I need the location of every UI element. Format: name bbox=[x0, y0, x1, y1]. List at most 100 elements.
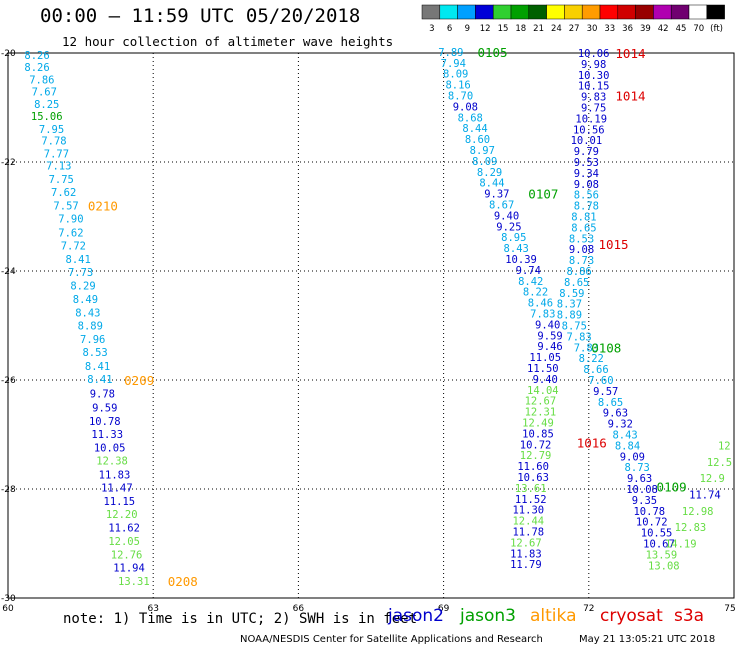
wave-height-point: 9.35 bbox=[632, 495, 657, 507]
color-label-1: 6 bbox=[447, 24, 452, 34]
wave-height-point: 8.42 bbox=[518, 276, 543, 288]
color-label-11: 36 bbox=[622, 24, 633, 34]
wave-height-point: 7.95 bbox=[39, 124, 64, 136]
wave-height-point: 9.09 bbox=[620, 451, 645, 463]
color-swatch-11 bbox=[617, 4, 636, 20]
wave-height-point: 14.04 bbox=[527, 385, 559, 397]
wave-height-point: 11.05 bbox=[529, 352, 561, 364]
y-tick-label: -26 bbox=[1, 376, 16, 386]
wave-height-point: 8.89 bbox=[78, 321, 103, 333]
wave-height-point: 12.9 bbox=[700, 473, 725, 485]
x-tick-label: 60 bbox=[2, 604, 14, 614]
wave-height-point: 8.29 bbox=[477, 167, 502, 179]
plot-border bbox=[7, 52, 735, 599]
wave-height-point: 10.19 bbox=[575, 113, 607, 125]
wave-height-point: 7.96 bbox=[80, 334, 105, 346]
wave-height-point: 9.75 bbox=[581, 103, 606, 115]
wave-height-point: 8.78 bbox=[574, 201, 599, 213]
color-swatch-14 bbox=[670, 4, 690, 20]
y-tick-label: -24 bbox=[1, 267, 16, 277]
wave-height-point: 8.53 bbox=[569, 233, 594, 245]
wave-height-point: 11.79 bbox=[510, 559, 542, 571]
wave-height-point: 8.68 bbox=[458, 112, 483, 124]
color-swatch-3 bbox=[475, 4, 494, 20]
wave-height-point: 12.5 bbox=[707, 457, 732, 469]
wave-height-point: 7.75 bbox=[49, 174, 74, 186]
x-tick-label: 69 bbox=[438, 604, 450, 614]
pass-time-label: 0209 bbox=[124, 373, 154, 388]
wave-height-point: 10.39 bbox=[505, 254, 537, 266]
color-swatch-7 bbox=[546, 4, 565, 20]
wave-height-point: 11.50 bbox=[527, 363, 559, 375]
wave-height-point: 8.66 bbox=[583, 364, 608, 376]
pass-time-label: 0208 bbox=[168, 574, 198, 589]
wave-height-point: 8.22 bbox=[523, 287, 548, 299]
wave-height-point: 8.75 bbox=[562, 321, 587, 333]
wave-height-point: 8.73 bbox=[625, 462, 650, 474]
wave-height-point: 10.55 bbox=[641, 528, 673, 540]
x-tick-label: 72 bbox=[583, 604, 594, 614]
color-label-14: 45 bbox=[676, 24, 687, 34]
wave-height-point: 8.46 bbox=[528, 298, 553, 310]
wave-height-point: 12.20 bbox=[106, 509, 138, 521]
wave-height-point: 12.79 bbox=[520, 450, 552, 462]
time-labels: 0105 1014 1014 0210 0107 1015 0108 0209 1016 0109… bbox=[88, 45, 687, 589]
color-label-0: 3 bbox=[429, 24, 434, 34]
wave-height-point: 8.41 bbox=[87, 374, 112, 386]
wave-height-point: 7.13 bbox=[46, 160, 71, 172]
legend-altika: altika bbox=[530, 606, 577, 626]
wave-height-point: 9.79 bbox=[574, 146, 599, 158]
color-label-3: 12 bbox=[480, 24, 491, 34]
wave-height-point: 12.31 bbox=[525, 407, 557, 419]
wave-height-point: 9.08 bbox=[453, 101, 478, 113]
x-tick-label: 63 bbox=[147, 604, 158, 614]
chart-subtitle: 12 hour collection of altimeter wave hei… bbox=[62, 34, 394, 49]
color-label-8: 27 bbox=[569, 24, 580, 34]
wave-height-point: 8.81 bbox=[571, 212, 596, 224]
wave-height-point: 8.37 bbox=[557, 299, 582, 311]
wave-height-point: 12.38 bbox=[96, 456, 128, 468]
wave-height-point: 7.60 bbox=[588, 375, 613, 387]
wave-height-point: 8.86 bbox=[566, 266, 591, 278]
wave-height-point: 9.32 bbox=[608, 419, 633, 431]
wave-height-point: 7.72 bbox=[61, 240, 86, 252]
wave-height-point: 8.56 bbox=[574, 190, 599, 202]
wave-height-point: 8.41 bbox=[85, 361, 110, 373]
footer-timestamp: May 21 13:05:21 UTC 2018 bbox=[579, 634, 716, 645]
wave-height-point: 12 bbox=[718, 440, 731, 452]
grid-lines bbox=[8, 53, 734, 598]
wave-height-point: 9.40 bbox=[535, 319, 560, 331]
wave-height-point: 8.60 bbox=[465, 134, 490, 146]
wave-height-point: 7.73 bbox=[68, 267, 93, 279]
wave-height-point: 8.59 bbox=[559, 288, 584, 300]
color-label-12: 39 bbox=[640, 24, 651, 34]
wave-height-point: 9.37 bbox=[484, 189, 509, 201]
legend-jason3: jason3 bbox=[460, 606, 516, 626]
wave-height-point: 8.41 bbox=[66, 254, 91, 266]
wave-height-point: 8.73 bbox=[569, 255, 594, 267]
wave-height-point: 9.34 bbox=[574, 168, 599, 180]
wave-height-point: 7.90 bbox=[58, 214, 83, 226]
wave-height-point: 10.85 bbox=[522, 428, 554, 440]
color-swatch-15 bbox=[688, 4, 708, 20]
color-label-2: 9 bbox=[465, 24, 470, 34]
wave-height-point: 10.56 bbox=[573, 124, 605, 136]
legend-s3a: s3a bbox=[674, 606, 705, 626]
wave-height-point: 10.05 bbox=[94, 443, 126, 455]
wave-height-point: 9.74 bbox=[516, 265, 541, 277]
color-swatch-2 bbox=[457, 4, 476, 20]
wave-height-point: 10.72 bbox=[520, 439, 552, 451]
pass-time-label: 1015 bbox=[598, 237, 628, 252]
wave-height-point: 8.26 bbox=[24, 50, 49, 62]
y-tick-label: -20 bbox=[1, 49, 16, 59]
wave-height-point: 8.97 bbox=[470, 145, 495, 157]
wave-height-point: 11.62 bbox=[108, 523, 140, 535]
wave-height-point: 8.44 bbox=[479, 178, 504, 190]
wave-height-point: 12.76 bbox=[111, 549, 143, 561]
wave-height-point: 10.15 bbox=[578, 81, 610, 93]
wave-height-point: 10.63 bbox=[517, 472, 549, 484]
wave-height-point: 8.95 bbox=[501, 232, 526, 244]
color-label-16: (ft) bbox=[710, 24, 723, 34]
wave-height-point: 9.40 bbox=[494, 210, 519, 222]
